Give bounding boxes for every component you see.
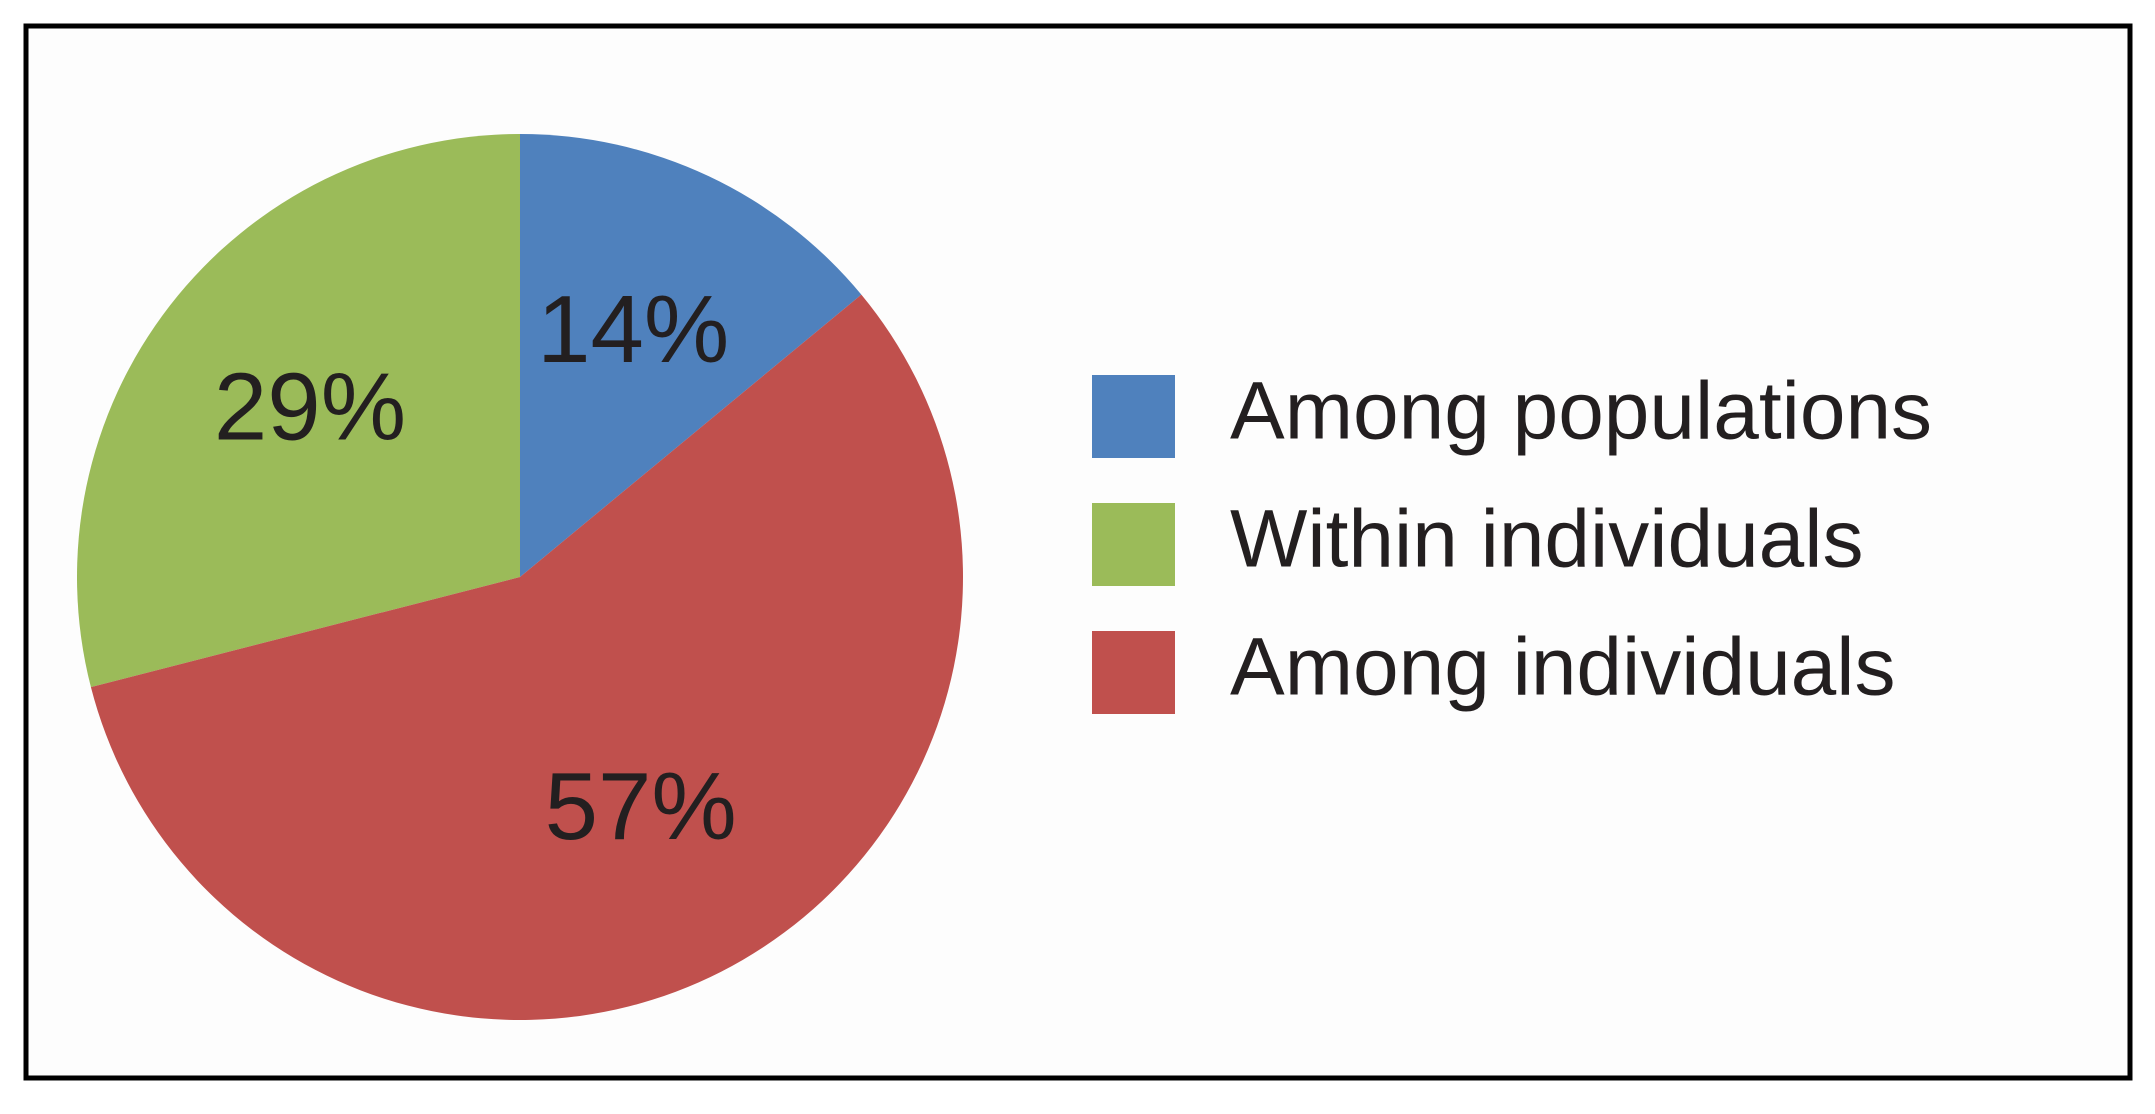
legend-swatch [1092,503,1175,586]
legend-label: Among populations [1230,366,1932,457]
slice-label: 14% [537,276,729,383]
legend-swatch [1092,631,1175,714]
pie-slice [90,294,963,1021]
slice-label: 57% [545,753,737,860]
legend-label: Within individuals [1230,494,1864,585]
pie-slice [520,134,862,577]
slice-label: 29% [214,353,406,460]
pie-slice [76,134,521,688]
legend-label: Among individuals [1230,622,1896,713]
legend-swatch [1092,375,1175,458]
